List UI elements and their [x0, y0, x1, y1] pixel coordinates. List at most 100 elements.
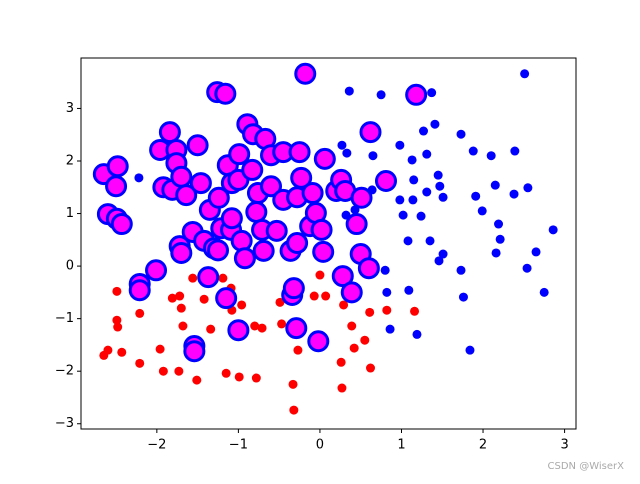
point: [523, 183, 533, 193]
point: [438, 192, 448, 202]
point: [158, 366, 168, 376]
x-tick-label: 3: [560, 438, 568, 453]
watermark: CSDN @WiserX: [548, 461, 625, 472]
point: [175, 184, 198, 207]
point: [409, 175, 419, 185]
point: [510, 146, 520, 156]
point: [288, 141, 311, 164]
point: [509, 189, 519, 199]
point: [339, 300, 349, 310]
point: [170, 165, 193, 188]
point: [430, 119, 440, 129]
point: [468, 146, 478, 156]
point: [257, 323, 267, 333]
point: [313, 147, 336, 170]
point: [347, 321, 357, 331]
point: [275, 297, 285, 307]
point: [145, 259, 168, 282]
y-tick-label: 1: [66, 206, 74, 221]
point: [427, 88, 437, 98]
point: [419, 126, 429, 136]
point: [477, 206, 487, 216]
point: [289, 405, 299, 415]
point: [407, 155, 417, 165]
point: [494, 219, 504, 229]
point: [365, 307, 375, 317]
point: [192, 375, 202, 385]
point: [290, 166, 313, 189]
point: [174, 366, 184, 376]
point: [176, 303, 186, 313]
plot-frame: [80, 57, 577, 430]
point: [350, 186, 373, 209]
point: [228, 143, 251, 166]
point: [395, 140, 405, 150]
point: [312, 240, 335, 263]
point: [155, 344, 165, 354]
point: [134, 173, 144, 183]
point: [458, 292, 468, 302]
point: [349, 343, 359, 353]
point: [207, 186, 230, 209]
point: [233, 247, 256, 270]
point: [412, 329, 422, 339]
point: [227, 319, 250, 342]
point: [405, 83, 428, 106]
point: [374, 169, 397, 192]
point: [220, 207, 243, 230]
point: [215, 287, 238, 310]
point: [206, 324, 216, 334]
y-tick-label: −2: [55, 364, 74, 379]
point: [382, 305, 392, 315]
x-tick-label: −1: [229, 438, 248, 453]
point: [309, 291, 319, 301]
y-tick-label: 0: [66, 259, 74, 274]
point: [495, 234, 505, 244]
point: [376, 90, 386, 100]
point: [548, 225, 558, 235]
point: [337, 140, 347, 150]
y-tick-label: −3: [55, 416, 74, 431]
point: [340, 281, 363, 304]
point: [539, 287, 549, 297]
point: [434, 256, 444, 266]
point: [103, 345, 113, 355]
point: [310, 218, 333, 241]
point: [128, 279, 151, 302]
point: [368, 151, 378, 161]
point: [245, 200, 268, 223]
point: [199, 294, 209, 304]
point: [360, 335, 370, 345]
point: [321, 291, 331, 301]
point: [282, 277, 305, 300]
point: [416, 211, 426, 221]
point: [331, 265, 354, 288]
y-tick-label: 2: [66, 153, 74, 168]
point: [183, 340, 206, 363]
point: [112, 315, 122, 325]
point: [471, 191, 481, 201]
point: [456, 265, 466, 275]
point: [277, 319, 287, 329]
point: [456, 129, 466, 139]
point: [490, 180, 500, 190]
y-tick-label: 3: [66, 101, 74, 116]
point: [234, 372, 244, 382]
point: [285, 317, 308, 340]
point: [359, 121, 382, 144]
point: [214, 82, 237, 105]
x-tick-label: 2: [479, 438, 487, 453]
point: [170, 241, 193, 264]
point: [106, 155, 129, 178]
point: [167, 293, 177, 303]
point: [365, 363, 375, 373]
point: [403, 236, 413, 246]
point: [250, 321, 260, 331]
point: [438, 249, 448, 259]
y-tick-label: −1: [55, 311, 74, 326]
point: [188, 273, 198, 283]
point: [345, 213, 368, 236]
point: [186, 134, 209, 157]
point: [110, 213, 133, 236]
